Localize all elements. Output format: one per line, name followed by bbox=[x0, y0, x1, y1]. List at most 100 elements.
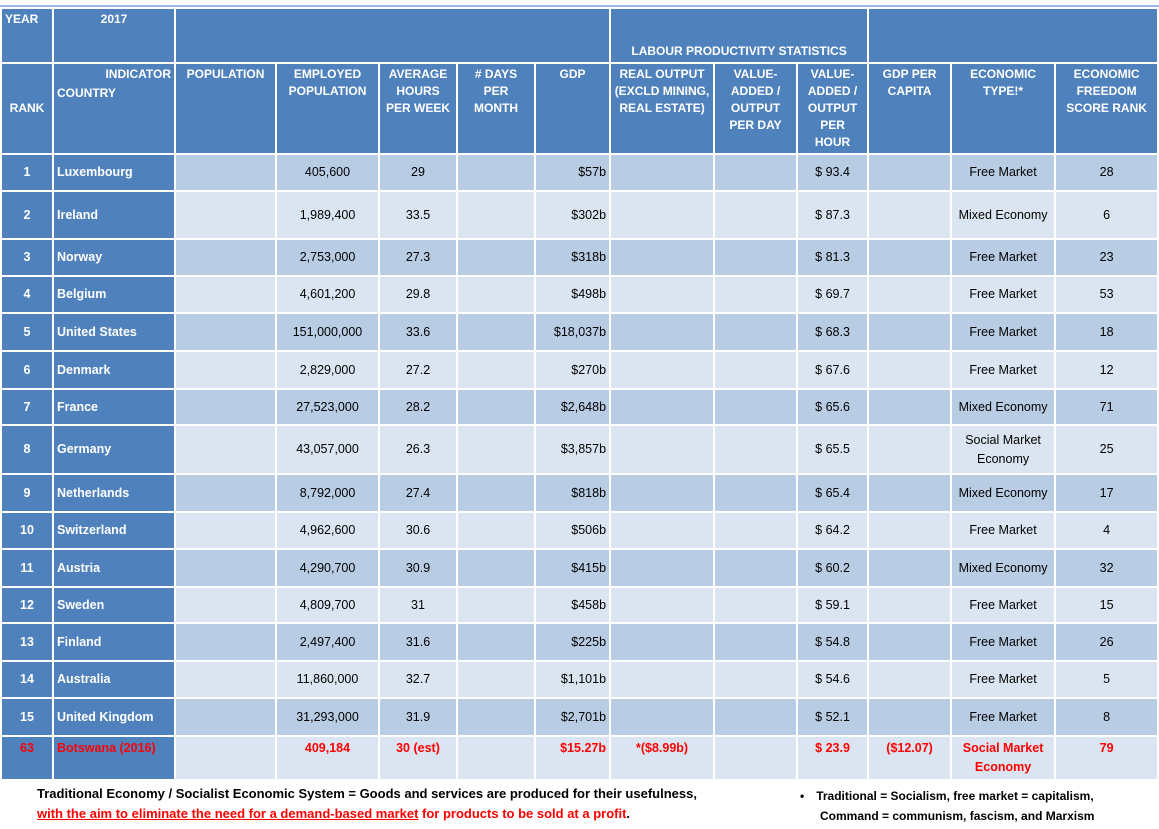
va-day-cell bbox=[713, 238, 799, 277]
footer-underlined: with the aim to eliminate the need for a… bbox=[37, 806, 419, 821]
real-output-cell bbox=[609, 548, 716, 588]
column-header: REAL OUTPUT (EXCLD MINING, REAL ESTATE) bbox=[609, 62, 716, 155]
country-cell: United Kingdom bbox=[52, 697, 176, 737]
economic-type-cell: Free Market bbox=[950, 622, 1057, 662]
table-row: 3 Norway 2,753,000 27.3 $318b $ 81.3 Free Mark… bbox=[0, 238, 1159, 277]
gdp-per-capita-cell bbox=[867, 190, 953, 240]
gdp-per-capita-cell bbox=[867, 153, 953, 192]
rank-cell: 1 bbox=[0, 153, 54, 192]
days-cell bbox=[456, 388, 536, 426]
va-day-cell bbox=[713, 388, 799, 426]
table-row: 10 Switzerland 4,962,600 30.6 $506b $ 64.2 Fre… bbox=[0, 511, 1159, 550]
economic-type-cell: Free Market bbox=[950, 586, 1057, 624]
hours-cell: 30.9 bbox=[378, 548, 458, 588]
table-row: 1 Luxembourg 405,600 29 $57b $ 93.4 Free Marke… bbox=[0, 153, 1159, 192]
population-cell bbox=[174, 511, 277, 550]
rank-cell: 6 bbox=[0, 350, 54, 390]
real-output-cell: *($8.99b) bbox=[609, 735, 716, 781]
gdp-cell: $18,037b bbox=[533, 312, 612, 352]
real-output-cell bbox=[609, 424, 716, 475]
population-cell bbox=[174, 312, 277, 352]
gdp-cell: $57b bbox=[533, 153, 612, 192]
economic-type-cell: Mixed Economy bbox=[950, 473, 1057, 513]
va-hour-cell: $ 65.6 bbox=[796, 388, 870, 426]
va-hour-cell: $ 68.3 bbox=[796, 312, 870, 352]
days-cell bbox=[456, 548, 536, 588]
employed-cell: 4,809,700 bbox=[275, 586, 380, 624]
rank-cell: 5 bbox=[0, 312, 54, 352]
rank-cell: 9 bbox=[0, 473, 54, 513]
country-cell: Ireland bbox=[52, 190, 176, 240]
gdp-per-capita-cell: ($12.07) bbox=[867, 735, 953, 781]
hours-cell: 33.5 bbox=[378, 190, 458, 240]
country-cell: Denmark bbox=[52, 350, 176, 390]
days-cell bbox=[456, 350, 536, 390]
population-cell bbox=[174, 622, 277, 662]
real-output-cell bbox=[609, 275, 716, 314]
population-cell bbox=[174, 548, 277, 588]
freedom-rank-cell: 18 bbox=[1054, 312, 1159, 352]
va-day-cell bbox=[713, 153, 799, 192]
column-header: AVERAGE HOURS PER WEEK bbox=[378, 62, 458, 155]
header-blank bbox=[867, 7, 1159, 64]
employed-cell: 2,753,000 bbox=[275, 238, 380, 277]
va-day-cell bbox=[713, 473, 799, 513]
gdp-cell: $15.27b bbox=[533, 735, 612, 781]
days-cell bbox=[456, 275, 536, 314]
table-row: 8 Germany 43,057,000 26.3 $3,857b $ 65.5 Socia… bbox=[0, 424, 1159, 475]
employed-cell: 4,290,700 bbox=[275, 548, 380, 588]
gdp-cell: $1,101b bbox=[533, 660, 612, 699]
rank-cell: 13 bbox=[0, 622, 54, 662]
va-hour-cell: $ 93.4 bbox=[796, 153, 870, 192]
freedom-rank-cell: 8 bbox=[1054, 697, 1159, 737]
gdp-cell: $818b bbox=[533, 473, 612, 513]
hours-cell: 28.2 bbox=[378, 388, 458, 426]
days-cell bbox=[456, 697, 536, 737]
employed-cell: 4,601,200 bbox=[275, 275, 380, 314]
hours-cell: 33.6 bbox=[378, 312, 458, 352]
va-hour-cell: $ 81.3 bbox=[796, 238, 870, 277]
rank-cell: 3 bbox=[0, 238, 54, 277]
va-day-cell bbox=[713, 660, 799, 699]
employed-cell: 11,860,000 bbox=[275, 660, 380, 699]
days-cell bbox=[456, 622, 536, 662]
column-header: POPULATION bbox=[174, 62, 277, 155]
footer-period: . bbox=[626, 806, 631, 821]
economic-type-cell: Free Market bbox=[950, 238, 1057, 277]
population-cell bbox=[174, 350, 277, 390]
hours-cell: 27.4 bbox=[378, 473, 458, 513]
gdp-per-capita-cell bbox=[867, 388, 953, 426]
va-day-cell bbox=[713, 586, 799, 624]
freedom-rank-cell: 17 bbox=[1054, 473, 1159, 513]
real-output-cell bbox=[609, 697, 716, 737]
table-row: 7 France 27,523,000 28.2 $2,648b $ 65.6 Mixed … bbox=[0, 388, 1159, 426]
employed-cell: 4,962,600 bbox=[275, 511, 380, 550]
gdp-per-capita-cell bbox=[867, 511, 953, 550]
economic-type-cell: Free Market bbox=[950, 511, 1057, 550]
legend-line-1: Traditional = Socialism, free market = c… bbox=[816, 789, 1094, 803]
va-day-cell bbox=[713, 548, 799, 588]
hours-cell: 31.6 bbox=[378, 622, 458, 662]
column-header: ECONOMIC FREEDOM SCORE RANK bbox=[1054, 62, 1159, 155]
rank-cell: 4 bbox=[0, 275, 54, 314]
employed-cell: 43,057,000 bbox=[275, 424, 380, 475]
population-cell bbox=[174, 275, 277, 314]
va-day-cell bbox=[713, 424, 799, 475]
column-header: GDP bbox=[533, 62, 612, 155]
va-hour-cell: $ 67.6 bbox=[796, 350, 870, 390]
table-row: 63 Botswana (2016) 409,184 30 (est) $15.27b *… bbox=[0, 735, 1159, 781]
va-hour-cell: $ 54.8 bbox=[796, 622, 870, 662]
gdp-per-capita-cell bbox=[867, 350, 953, 390]
real-output-cell bbox=[609, 238, 716, 277]
gdp-per-capita-cell bbox=[867, 312, 953, 352]
freedom-rank-cell: 28 bbox=[1054, 153, 1159, 192]
va-day-cell bbox=[713, 622, 799, 662]
country-cell: Belgium bbox=[52, 275, 176, 314]
hours-cell: 31.9 bbox=[378, 697, 458, 737]
employed-cell: 2,497,400 bbox=[275, 622, 380, 662]
va-day-cell bbox=[713, 511, 799, 550]
gdp-cell: $458b bbox=[533, 586, 612, 624]
days-cell bbox=[456, 660, 536, 699]
table-row: 5 United States 151,000,000 33.6 $18,037b $ 6… bbox=[0, 312, 1159, 352]
real-output-cell bbox=[609, 350, 716, 390]
